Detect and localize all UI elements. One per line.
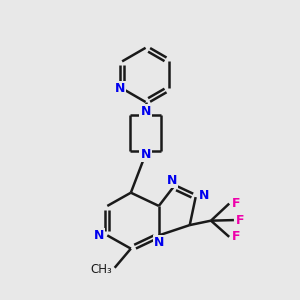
Text: CH₃: CH₃ [91, 263, 112, 276]
Text: N: N [140, 148, 151, 160]
Text: F: F [231, 197, 240, 210]
Text: F: F [231, 230, 240, 243]
Text: N: N [140, 105, 151, 118]
Text: N: N [154, 236, 164, 249]
Text: F: F [236, 214, 244, 226]
Text: N: N [167, 174, 177, 187]
Text: N: N [94, 229, 104, 242]
Text: N: N [199, 189, 209, 202]
Text: N: N [115, 82, 125, 95]
